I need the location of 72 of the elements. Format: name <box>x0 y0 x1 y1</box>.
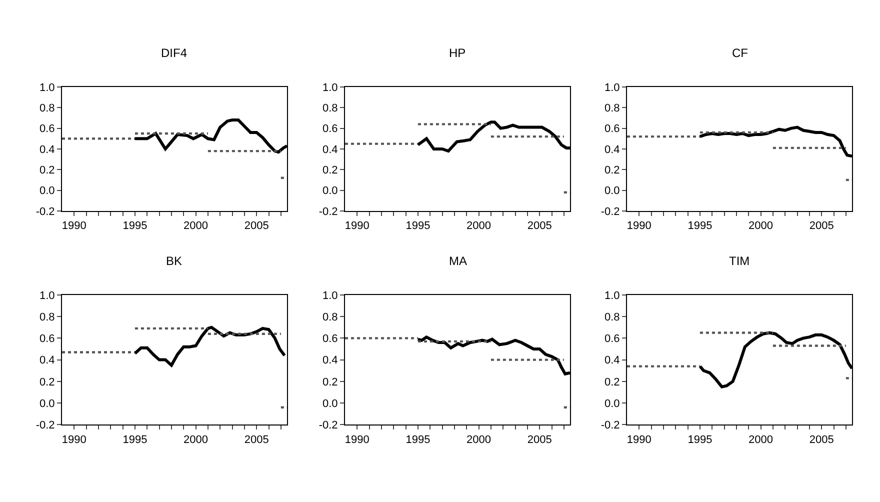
x-tick-label: 2005 <box>527 434 552 446</box>
chart-title: TIM <box>729 254 750 268</box>
y-tick-label: 0.8 <box>322 311 338 324</box>
y-tick-label: 0.8 <box>322 102 338 114</box>
chart-title: DIF4 <box>161 46 188 60</box>
y-tick-label: -0.2 <box>600 420 620 432</box>
chart-title: HP <box>449 46 466 60</box>
x-tick-label: 1995 <box>122 220 148 232</box>
y-tick-label: -0.2 <box>36 420 55 432</box>
x-tick-label: 2000 <box>184 434 208 446</box>
x-tick-label: 1990 <box>344 220 370 232</box>
x-tick-label: 1995 <box>406 434 430 446</box>
y-tick-label: 0.0 <box>40 398 55 410</box>
chart-title: CF <box>732 46 748 60</box>
x-tick-label: 1995 <box>406 220 430 232</box>
y-tick-label: -0.2 <box>36 206 55 218</box>
y-tick-label: 0.2 <box>604 376 620 388</box>
x-tick-label: 1990 <box>62 434 86 446</box>
x-tick-label: 1995 <box>122 434 148 446</box>
y-tick-label: 0.0 <box>604 185 620 198</box>
y-tick-label: 1.0 <box>604 82 620 94</box>
chart-title: MA <box>449 254 467 268</box>
y-tick-label: 0.0 <box>40 185 55 198</box>
x-tick-label: 2005 <box>809 434 834 446</box>
x-tick-label: 2005 <box>244 434 269 446</box>
x-tick-label: 2000 <box>748 220 774 232</box>
y-tick-label: 0.4 <box>604 354 620 367</box>
y-tick-label: 0.8 <box>40 311 55 324</box>
y-tick-label: 1.0 <box>322 290 338 302</box>
y-tick-label: 0.6 <box>40 333 55 346</box>
y-tick-label: 0.0 <box>322 185 338 198</box>
y-tick-label: 0.4 <box>322 354 338 367</box>
y-tick-label: 1.0 <box>322 82 338 94</box>
y-tick-label: 0.4 <box>40 144 55 156</box>
y-tick-label: 0.6 <box>322 333 338 346</box>
x-tick-label: 1995 <box>688 220 712 232</box>
y-tick-label: 1.0 <box>40 290 55 302</box>
y-tick-label: 0.2 <box>322 376 338 388</box>
y-tick-label: -0.2 <box>318 206 338 218</box>
y-tick-label: 0.0 <box>604 398 620 410</box>
y-tick-label: 0.4 <box>322 144 338 156</box>
x-tick-label: 1995 <box>688 434 712 446</box>
x-tick-label: 1990 <box>626 220 652 232</box>
x-tick-label: 1990 <box>344 434 370 446</box>
x-tick-label: 1990 <box>62 220 86 232</box>
x-tick-label: 2000 <box>466 434 492 446</box>
x-tick-label: 2000 <box>184 220 208 232</box>
x-tick-label: 2000 <box>748 434 774 446</box>
x-tick-label: 2005 <box>527 220 552 232</box>
y-tick-label: 0.4 <box>604 144 620 156</box>
y-tick-label: -0.2 <box>318 420 338 432</box>
y-tick-label: 0.2 <box>40 164 55 176</box>
y-tick-label: 0.2 <box>604 164 620 176</box>
x-tick-label: 1990 <box>626 434 652 446</box>
y-tick-label: 0.8 <box>604 311 620 324</box>
y-tick-label: 0.2 <box>40 376 55 388</box>
y-tick-label: 0.4 <box>40 354 55 367</box>
y-tick-label: 0.8 <box>604 102 620 114</box>
y-tick-label: 0.0 <box>322 398 338 410</box>
y-tick-label: 0.6 <box>322 123 338 136</box>
y-tick-label: -0.2 <box>600 206 620 218</box>
x-tick-label: 2005 <box>244 220 269 232</box>
x-tick-label: 2005 <box>809 220 834 232</box>
y-tick-label: 0.8 <box>40 102 55 114</box>
x-tick-label: 2000 <box>466 220 492 232</box>
chart-title: BK <box>166 254 182 268</box>
y-tick-label: 0.6 <box>40 123 55 136</box>
y-tick-label: 0.6 <box>604 123 620 136</box>
y-tick-label: 1.0 <box>40 82 55 94</box>
y-tick-label: 0.6 <box>604 333 620 346</box>
y-tick-label: 0.2 <box>322 164 338 176</box>
y-tick-label: 1.0 <box>604 290 620 302</box>
